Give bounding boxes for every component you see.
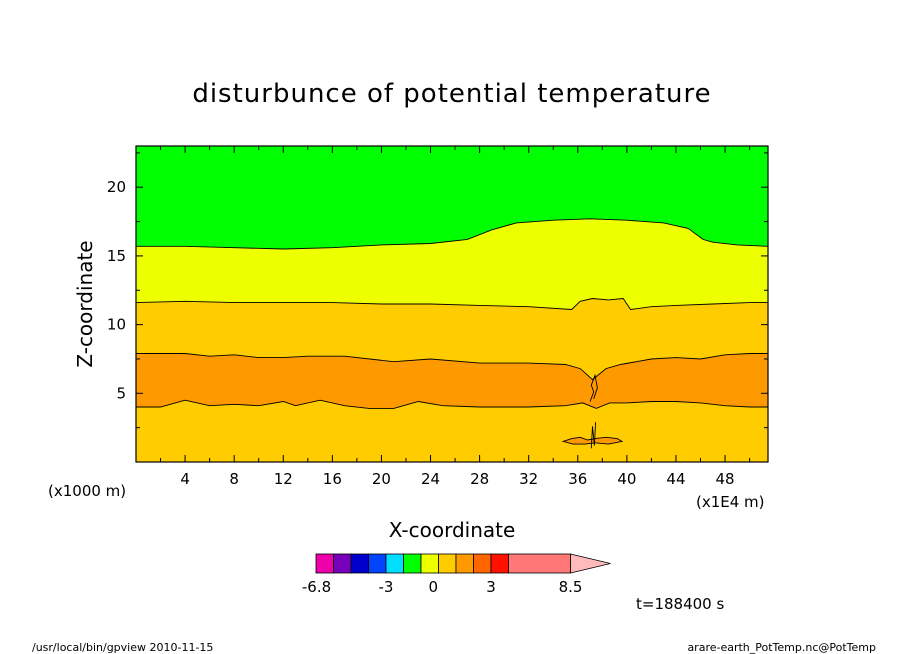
band-top <box>136 146 768 249</box>
colorbar-swatch <box>420 553 439 574</box>
chart-title: disturbunce of potential temperature <box>192 79 711 109</box>
band-lowest <box>136 400 768 462</box>
y-tick-label: 15 <box>107 247 126 265</box>
y-unit-label: (x1000 m) <box>48 482 126 500</box>
colorbar-tick-label: 3 <box>486 578 496 596</box>
contour-fills <box>136 146 768 462</box>
contour-low <box>136 399 768 409</box>
time-label: t=188400 s <box>636 595 724 613</box>
colorbar-tick-label: 0 <box>428 578 438 596</box>
x-axis: 4 8 12 16 20 24 28 32 36 40 44 48 <box>160 146 751 488</box>
colorbar-tick-label: 8.5 <box>559 578 583 596</box>
contour-mid <box>136 353 768 381</box>
y-tick-label: 20 <box>107 178 126 196</box>
colorbar-swatch <box>350 553 369 574</box>
x-tick-label: 40 <box>617 470 636 488</box>
band-mid <box>136 298 768 380</box>
contour-top <box>136 218 768 250</box>
x-tick-label: 16 <box>323 470 342 488</box>
x-tick-label: 20 <box>372 470 391 488</box>
colorbar-swatch <box>455 553 474 574</box>
y-axis-label: Z-coordinate <box>73 240 97 367</box>
footer-left: /usr/local/bin/gpview 2010-11-15 <box>32 641 213 654</box>
x-tick-label: 12 <box>274 470 293 488</box>
colorbar-swatch <box>315 553 334 574</box>
colorbar-swatch <box>508 553 571 574</box>
x-tick-label: 44 <box>666 470 685 488</box>
x-tick-label: 36 <box>568 470 587 488</box>
anomaly-features <box>561 373 624 449</box>
contour-upper <box>136 298 768 310</box>
colorbar-tick-label: -6.8 <box>302 578 331 596</box>
colorbar-swatch <box>368 553 387 574</box>
colorbar-ticks: -6.8 -3 0 3 8.5 <box>302 578 583 596</box>
contour-lines <box>136 218 768 409</box>
colorbar-swatch <box>490 553 509 574</box>
colorbar <box>315 553 611 574</box>
footer-right: arare-earth_PotTemp.nc@PotTemp <box>687 641 876 654</box>
colorbar-swatch <box>473 553 492 574</box>
colorbar-swatch <box>438 553 457 574</box>
x-tick-label: 24 <box>421 470 440 488</box>
x-tick-label: 28 <box>470 470 489 488</box>
x-unit-label: (x1E4 m) <box>696 493 765 511</box>
x-tick-label: 8 <box>229 470 239 488</box>
colorbar-swatch <box>333 553 352 574</box>
colorbar-extend-arrow <box>570 553 611 574</box>
y-axis: 5 10 15 20 <box>107 152 768 429</box>
band-low-mid <box>136 353 768 409</box>
y-tick-label: 5 <box>116 384 126 402</box>
x-tick-label: 48 <box>716 470 735 488</box>
plot-frame <box>135 145 769 463</box>
x-tick-label: 4 <box>180 470 190 488</box>
x-tick-label: 32 <box>519 470 538 488</box>
mid-anomaly-squiggle <box>589 373 598 402</box>
colorbar-tick-label: -3 <box>379 578 394 596</box>
band-upper <box>136 218 768 310</box>
low-anomaly-spike <box>590 422 597 449</box>
low-anomaly-blob <box>561 436 624 445</box>
colorbar-swatch <box>403 553 422 574</box>
colorbar-swatch <box>385 553 404 574</box>
plot-area <box>135 145 769 463</box>
y-tick-label: 10 <box>107 316 126 334</box>
x-axis-label: X-coordinate <box>389 518 516 542</box>
